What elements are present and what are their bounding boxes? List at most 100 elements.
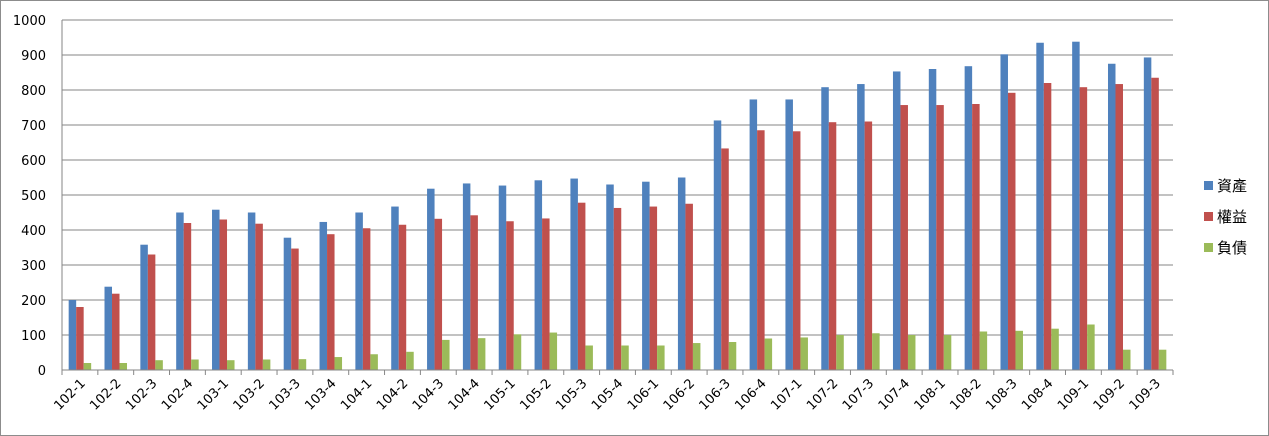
x-tick-label: 106-2 bbox=[661, 376, 698, 413]
bar-assets bbox=[391, 206, 399, 370]
y-tick-label: 300 bbox=[21, 259, 46, 274]
bar-assets bbox=[534, 180, 543, 370]
bar-equity bbox=[327, 234, 335, 370]
bar-equity bbox=[613, 207, 622, 370]
bar-assets bbox=[677, 177, 686, 370]
x-tick-label: 106-1 bbox=[625, 376, 662, 413]
x-tick-label: 102-3 bbox=[123, 376, 160, 413]
bar-equity bbox=[1079, 87, 1088, 370]
bar-equity bbox=[506, 221, 514, 370]
bar-liabilities bbox=[83, 363, 92, 370]
bar-liabilities bbox=[227, 360, 235, 370]
y-tick-label: 600 bbox=[21, 154, 46, 169]
x-tick-label: 105-4 bbox=[589, 376, 626, 413]
bar-equity bbox=[362, 228, 371, 370]
bar-liabilities bbox=[155, 360, 163, 370]
bar-liabilities bbox=[1158, 349, 1167, 370]
x-tick-label: 102-4 bbox=[159, 376, 196, 413]
bar-assets bbox=[212, 209, 220, 370]
bar-equity bbox=[792, 131, 801, 370]
bar-equity bbox=[828, 122, 837, 370]
y-tick-label: 200 bbox=[21, 294, 46, 309]
bar-liabilities bbox=[907, 335, 916, 370]
x-tick-label: 108-3 bbox=[983, 376, 1020, 413]
bar-liabilities bbox=[406, 351, 414, 370]
bar-assets bbox=[283, 237, 292, 370]
bar-liabilities bbox=[119, 363, 128, 370]
bar-assets bbox=[570, 178, 578, 370]
bar-equity bbox=[864, 121, 873, 370]
bar-assets bbox=[247, 212, 256, 370]
x-tick-label: 104-2 bbox=[374, 376, 411, 413]
bar-liabilities bbox=[191, 359, 199, 370]
y-tick-label: 900 bbox=[21, 49, 46, 64]
bar-liabilities bbox=[1087, 324, 1095, 370]
bar-liabilities bbox=[836, 335, 844, 370]
x-tick-label: 107-1 bbox=[768, 376, 805, 413]
bar-assets bbox=[821, 87, 829, 370]
bar-assets bbox=[498, 185, 507, 370]
bar-assets bbox=[857, 84, 865, 371]
bar-assets bbox=[892, 71, 901, 370]
x-tick-label: 107-3 bbox=[840, 376, 877, 413]
bar-liabilities bbox=[585, 345, 593, 370]
bar-assets bbox=[1000, 54, 1008, 371]
x-tick-label: 105-2 bbox=[517, 376, 554, 413]
bar-liabilities bbox=[692, 343, 701, 370]
bar-liabilities bbox=[262, 359, 271, 370]
bar-equity bbox=[649, 206, 658, 370]
legend-label: 負債 bbox=[1217, 239, 1247, 257]
gridlines bbox=[62, 19, 1173, 336]
x-tick-label: 108-4 bbox=[1019, 376, 1056, 413]
bar-equity bbox=[936, 105, 944, 371]
legend-swatch bbox=[1204, 212, 1213, 221]
bar-equity bbox=[1151, 77, 1159, 370]
bar-liabilities bbox=[979, 331, 988, 370]
bar-equity bbox=[112, 293, 120, 370]
x-tick-label: 107-2 bbox=[804, 376, 841, 413]
bar-equity bbox=[255, 223, 263, 370]
x-tick-label: 103-1 bbox=[195, 376, 232, 413]
bar-equity bbox=[219, 219, 228, 370]
bar-assets bbox=[964, 66, 973, 370]
bar-assets bbox=[68, 300, 77, 370]
bar-liabilities bbox=[943, 335, 952, 370]
bar-liabilities bbox=[657, 345, 665, 370]
bar-liabilities bbox=[549, 332, 558, 370]
bar-equity bbox=[398, 224, 407, 370]
bar-equity bbox=[542, 218, 550, 370]
y-tick-label: 500 bbox=[21, 189, 46, 204]
y-tick-label: 700 bbox=[21, 119, 46, 134]
x-tick-label: 109-1 bbox=[1055, 376, 1092, 413]
bar-assets bbox=[928, 69, 937, 370]
bar-liabilities bbox=[621, 345, 629, 370]
x-tick-label: 102-2 bbox=[87, 376, 124, 413]
bar-liabilities bbox=[1122, 349, 1131, 370]
bar-assets bbox=[606, 184, 614, 370]
bar-equity bbox=[972, 104, 980, 370]
bar-assets bbox=[319, 221, 328, 370]
x-tick-label: 103-2 bbox=[231, 376, 268, 413]
bar-liabilities bbox=[764, 338, 773, 370]
y-tick-label: 100 bbox=[21, 329, 46, 344]
x-tick-label: 104-4 bbox=[446, 376, 483, 413]
x-axis-ticks: 102-1102-2102-3102-4103-1103-2103-3103-4… bbox=[51, 376, 1163, 413]
bars bbox=[68, 41, 1167, 371]
x-tick-label: 109-3 bbox=[1127, 376, 1164, 413]
x-tick-label: 103-3 bbox=[266, 376, 303, 413]
legend-swatch bbox=[1204, 181, 1213, 190]
bar-liabilities bbox=[334, 357, 343, 370]
bar-assets bbox=[104, 286, 113, 370]
x-tick-label: 108-2 bbox=[947, 376, 984, 413]
bar-liabilities bbox=[298, 359, 307, 370]
bar-equity bbox=[900, 105, 908, 371]
x-tick-label: 103-4 bbox=[302, 376, 339, 413]
bar-assets bbox=[140, 244, 148, 370]
bar-assets bbox=[1072, 41, 1080, 370]
bar-assets bbox=[749, 99, 758, 370]
x-tick-label: 102-1 bbox=[51, 376, 88, 413]
y-tick-label: 1000 bbox=[13, 14, 46, 29]
bar-equity bbox=[1043, 83, 1052, 370]
